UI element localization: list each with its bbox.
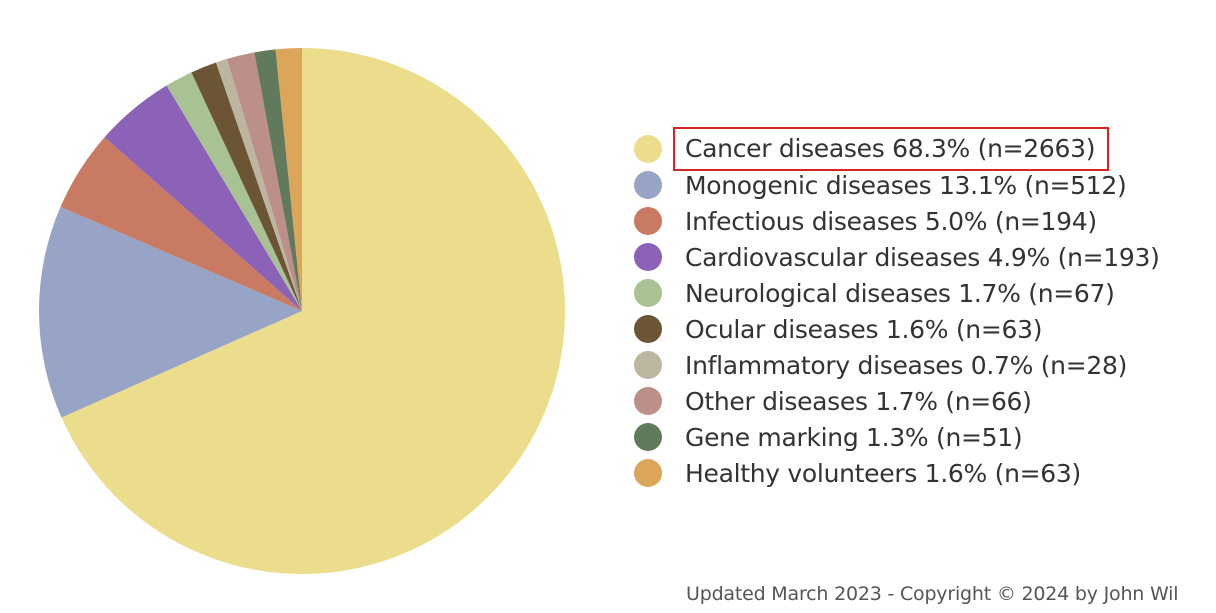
pie-slice-inflammatory-diseases <box>215 58 302 312</box>
copyright-footer: Updated March 2023 - Copyright © 2024 by… <box>686 583 1179 605</box>
legend-label: Cancer diseases 68.3% (n=2663) <box>672 127 1110 171</box>
legend-label: Inflammatory diseases 0.7% (n=28) <box>685 350 1128 380</box>
legend-item: Cardiovascular diseases 4.9% (n=193) <box>634 239 1160 275</box>
legend-swatch <box>634 351 662 379</box>
legend-item: Healthy volunteers 1.6% (n=63) <box>634 455 1160 491</box>
legend-item: Cancer diseases 68.3% (n=2663) <box>634 127 1160 171</box>
legend-swatch <box>634 315 662 343</box>
legend-label: Gene marking 1.3% (n=51) <box>685 422 1023 452</box>
legend-swatch <box>634 243 662 271</box>
pie-slice-cancer-diseases <box>61 48 565 574</box>
legend-swatch <box>634 423 662 451</box>
pie-slice-monogenic-diseases <box>38 206 302 418</box>
legend-label: Monogenic diseases 13.1% (n=512) <box>685 170 1127 200</box>
legend-label: Neurological diseases 1.7% (n=67) <box>685 278 1115 308</box>
legend-label: Other diseases 1.7% (n=66) <box>685 386 1032 416</box>
legend-swatch <box>634 387 662 415</box>
legend-item: Inflammatory diseases 0.7% (n=28) <box>634 347 1160 383</box>
legend-item: Monogenic diseases 13.1% (n=512) <box>634 167 1160 203</box>
pie-slice-healthy-volunteers <box>275 48 302 311</box>
pie-chart <box>38 48 565 574</box>
pie-slice-ocular-diseases <box>191 62 302 312</box>
pie-slice-neurological-diseases <box>166 72 302 311</box>
legend-label: Healthy volunteers 1.6% (n=63) <box>685 458 1081 488</box>
legend: Cancer diseases 68.3% (n=2663) Monogenic … <box>634 127 1160 491</box>
pie-slice-other-diseases <box>226 52 302 312</box>
legend-label: Cardiovascular diseases 4.9% (n=193) <box>685 242 1160 272</box>
legend-swatch <box>634 459 662 487</box>
legend-swatch <box>634 207 662 235</box>
pie-slice-cardiovascular-diseases <box>104 85 302 311</box>
legend-label: Ocular diseases 1.6% (n=63) <box>685 314 1043 344</box>
legend-label: Infectious diseases 5.0% (n=194) <box>685 206 1097 236</box>
legend-swatch <box>634 171 662 199</box>
legend-item: Gene marking 1.3% (n=51) <box>634 419 1160 455</box>
pie-slice-infectious-diseases <box>60 137 303 311</box>
pie-slice-gene-marking <box>254 49 302 311</box>
legend-swatch <box>634 279 662 307</box>
legend-item: Other diseases 1.7% (n=66) <box>634 383 1160 419</box>
legend-item: Ocular diseases 1.6% (n=63) <box>634 311 1160 347</box>
legend-item: Infectious diseases 5.0% (n=194) <box>634 203 1160 239</box>
legend-swatch <box>634 135 662 163</box>
legend-item: Neurological diseases 1.7% (n=67) <box>634 275 1160 311</box>
